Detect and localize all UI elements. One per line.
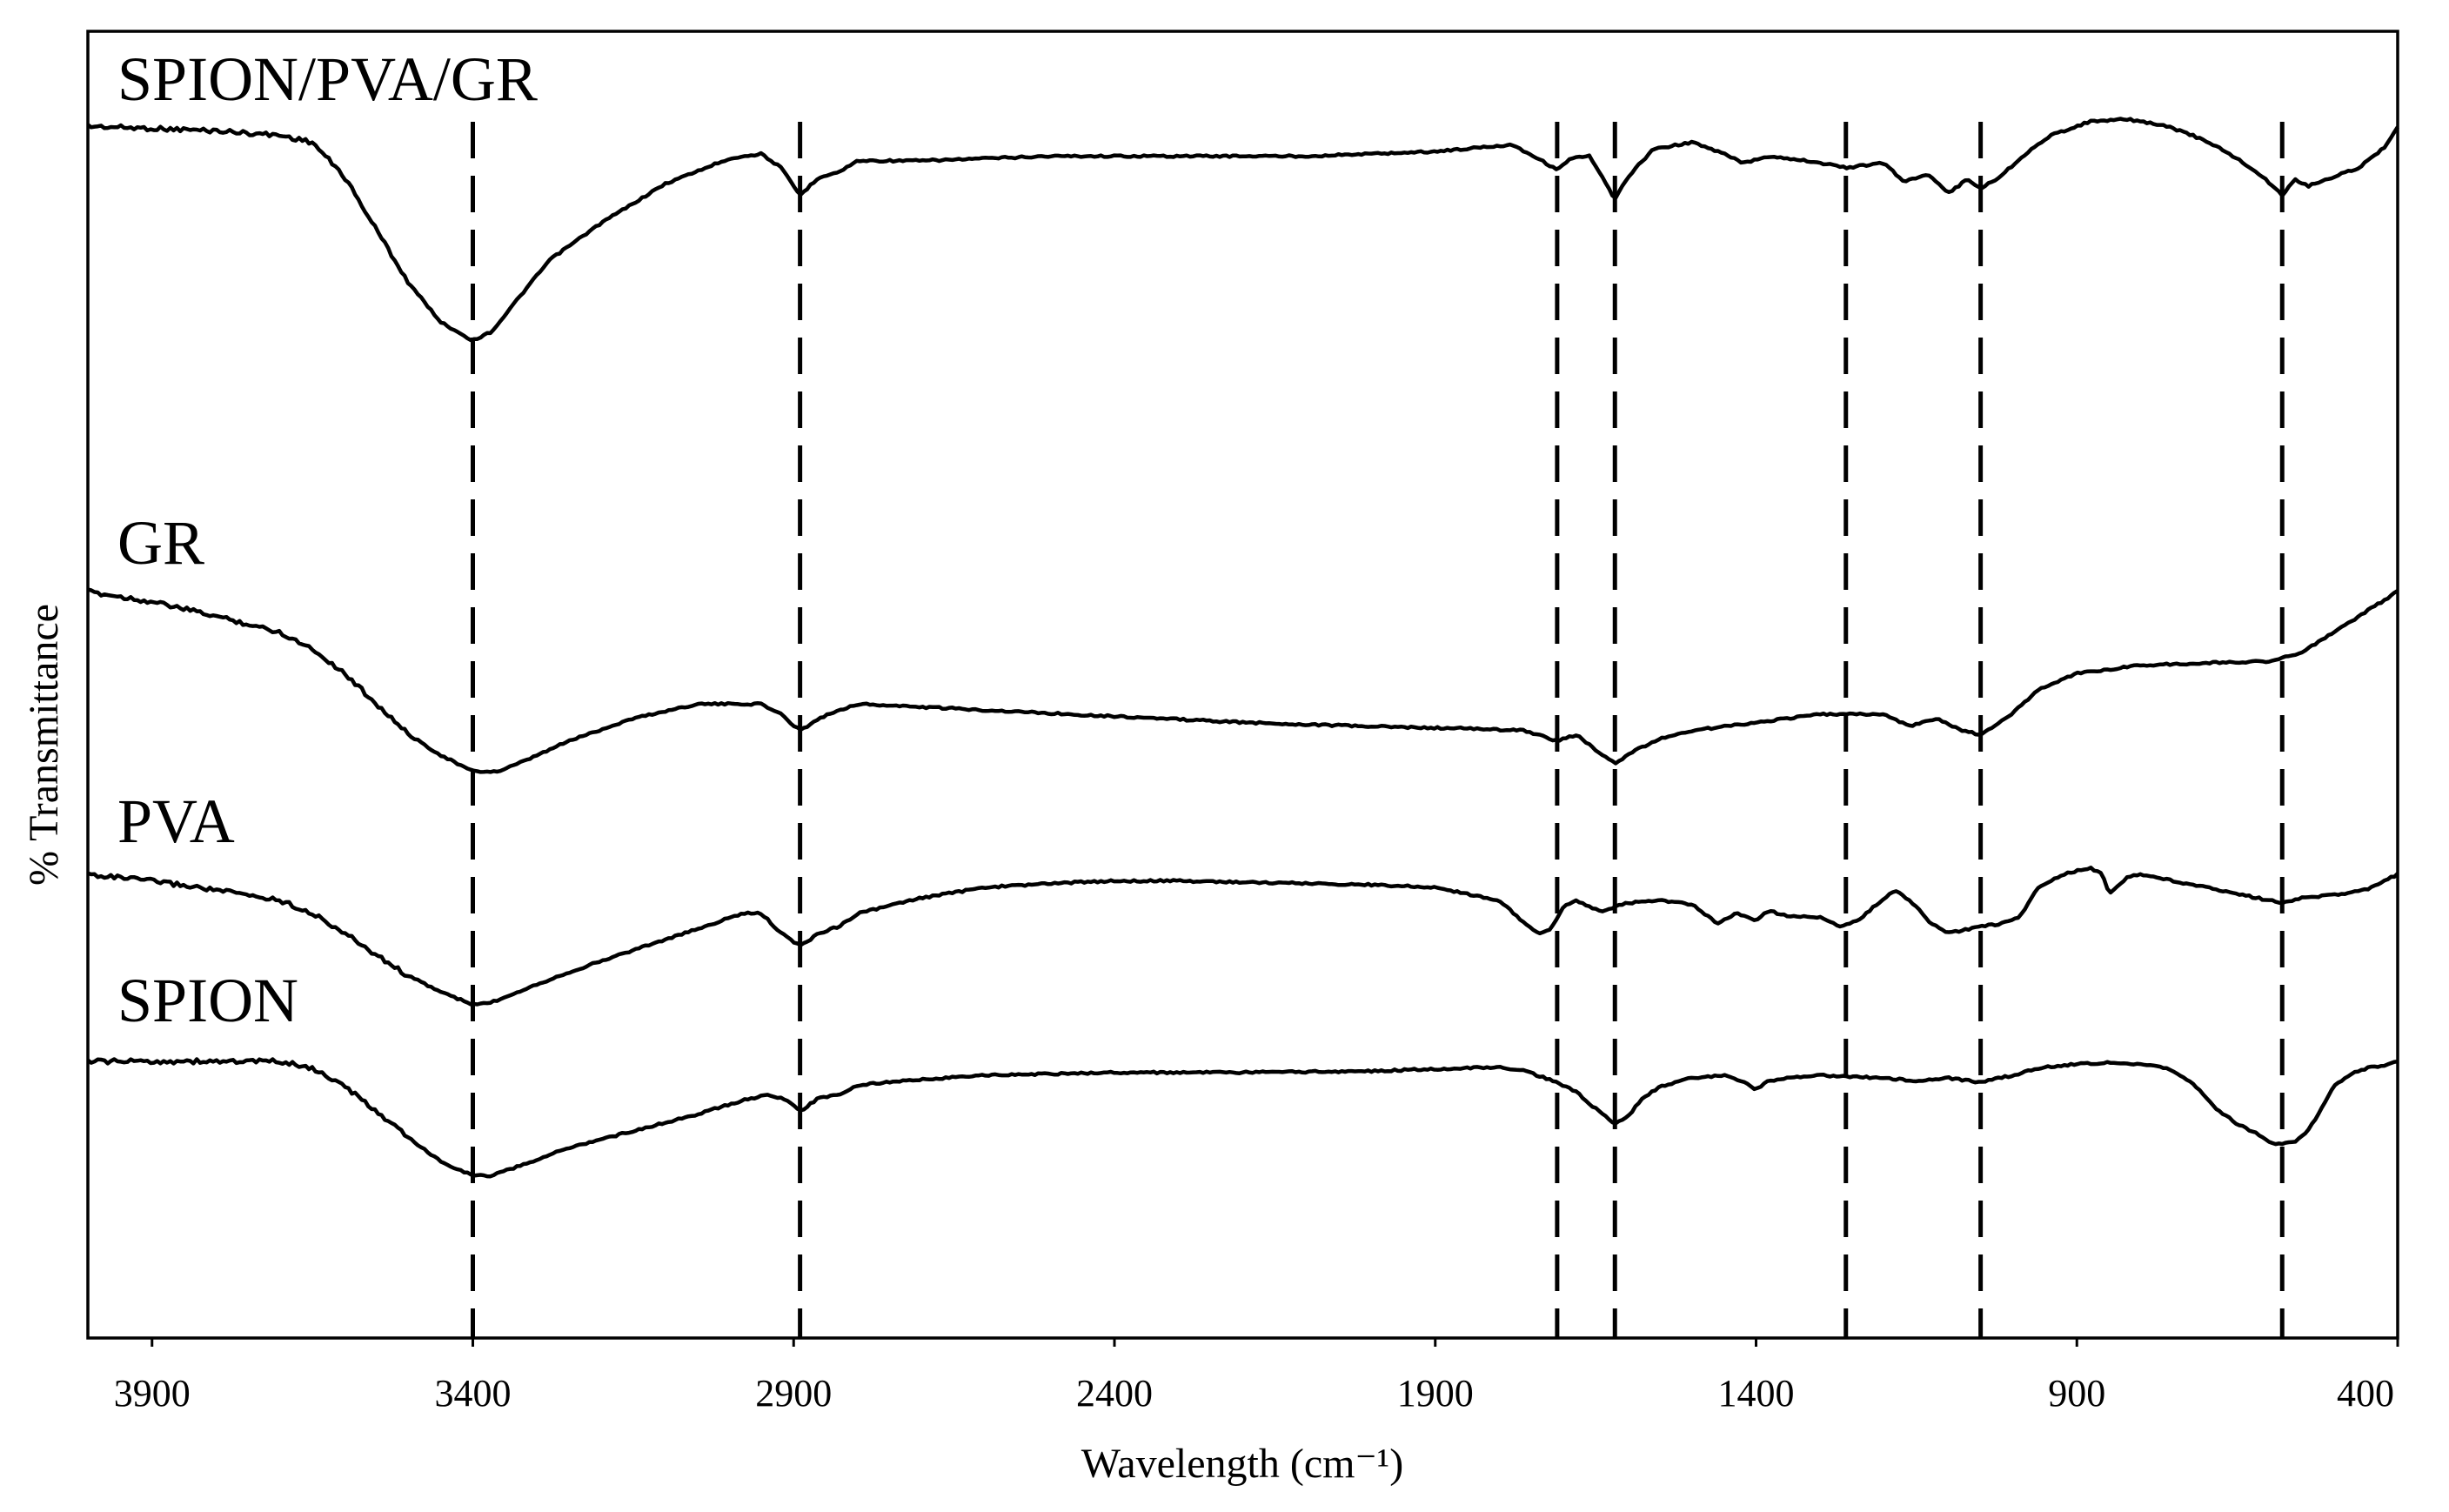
x-tick-label-2900: 2900: [755, 1372, 832, 1415]
x-tick-label-3400: 3400: [435, 1372, 512, 1415]
series-label-spion-pva-gr: SPION/PVA/GR: [117, 44, 538, 114]
series-labels: SPION/PVA/GR GR PVA SPION: [117, 44, 538, 1035]
series-group: [86, 117, 2399, 1179]
series-line-spion-pva-gr: [86, 117, 2399, 343]
x-tick-label-1400: 1400: [1718, 1372, 1795, 1415]
x-axis-ticks: 3900 3400 2900 2400 1900 1400 900 400: [114, 1338, 2399, 1415]
y-axis-title: % Transmittance: [21, 604, 67, 886]
reference-lines: [471, 122, 2285, 1338]
series-line-pva: [87, 866, 2399, 1007]
x-tick-label-900: 900: [2048, 1372, 2105, 1415]
series-label-spion: SPION: [117, 966, 298, 1035]
x-tick-label-2400: 2400: [1076, 1372, 1153, 1415]
x-tick-label-3900: 3900: [114, 1372, 191, 1415]
series-line-spion: [86, 1057, 2399, 1179]
plot-frame: [86, 30, 2399, 1340]
x-tick-label-1900: 1900: [1397, 1372, 1474, 1415]
series-line-gr: [87, 587, 2399, 774]
series-label-gr: GR: [117, 508, 204, 578]
x-axis-title: Wavelength (cm⁻¹): [1081, 1441, 1403, 1487]
series-label-pva: PVA: [117, 786, 235, 856]
x-tick-label-400: 400: [2337, 1372, 2394, 1415]
